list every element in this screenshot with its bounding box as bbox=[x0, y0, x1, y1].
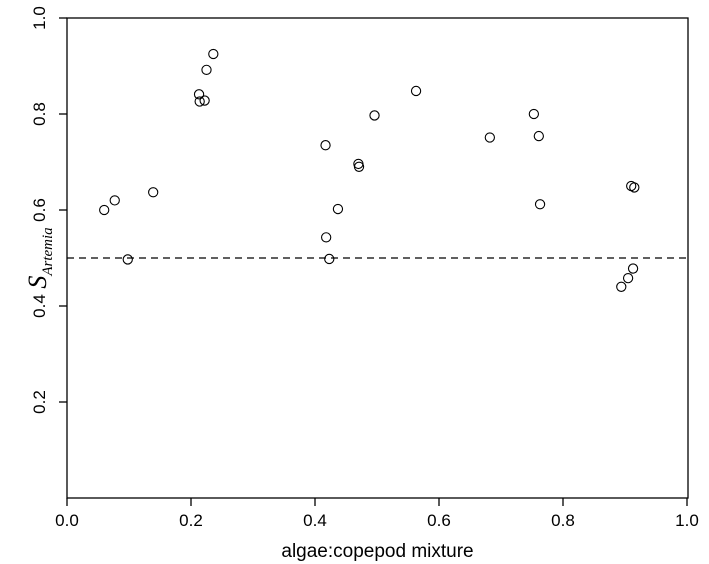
data-point bbox=[201, 64, 212, 75]
data-point bbox=[122, 254, 133, 265]
data-point bbox=[193, 89, 205, 100]
data-point bbox=[148, 187, 159, 198]
plot-frame bbox=[66, 17, 689, 499]
data-point bbox=[208, 48, 219, 60]
data-point bbox=[627, 263, 639, 274]
y-tick-label: 0.2 bbox=[30, 390, 49, 414]
data-point bbox=[410, 85, 422, 97]
y-tick-label: 0.8 bbox=[30, 102, 49, 126]
y-tick-label: 0.6 bbox=[30, 198, 49, 222]
y-axis-title-subscript: Artemia bbox=[40, 227, 56, 276]
x-tick-label: 0.6 bbox=[427, 511, 451, 530]
y-tick-label: 1.0 bbox=[30, 6, 49, 30]
data-point bbox=[353, 161, 365, 172]
y-axis-title: SArtemia bbox=[23, 227, 56, 288]
x-tick-label: 0.0 bbox=[55, 511, 79, 530]
data-point bbox=[616, 281, 627, 292]
data-point bbox=[194, 96, 205, 107]
x-tick-label: 1.0 bbox=[675, 511, 699, 530]
y-axis-title-symbol: S bbox=[23, 276, 52, 289]
x-axis-title: algae:copepod mixture bbox=[281, 541, 473, 562]
data-point bbox=[321, 232, 332, 243]
data-point bbox=[324, 253, 335, 265]
data-point bbox=[528, 108, 540, 120]
x-tick-label: 0.4 bbox=[303, 511, 327, 530]
data-point bbox=[622, 273, 634, 284]
data-point bbox=[199, 95, 210, 106]
x-tick-label: 0.2 bbox=[179, 511, 203, 530]
data-point bbox=[332, 203, 344, 215]
data-points bbox=[99, 48, 640, 292]
data-point bbox=[99, 204, 110, 216]
data-point bbox=[369, 110, 380, 121]
y-axis: 0.2 0.4 0.6 0.8 1.0 bbox=[30, 6, 67, 414]
data-point bbox=[533, 130, 544, 142]
data-point bbox=[320, 140, 331, 151]
y-tick-label: 0.4 bbox=[30, 294, 49, 318]
data-point bbox=[484, 132, 495, 143]
data-point bbox=[534, 199, 546, 210]
data-point bbox=[109, 195, 120, 206]
x-axis: 0.0 0.2 0.4 0.6 0.8 1.0 bbox=[55, 498, 699, 530]
x-tick-label: 0.8 bbox=[551, 511, 575, 530]
data-point bbox=[629, 182, 640, 193]
